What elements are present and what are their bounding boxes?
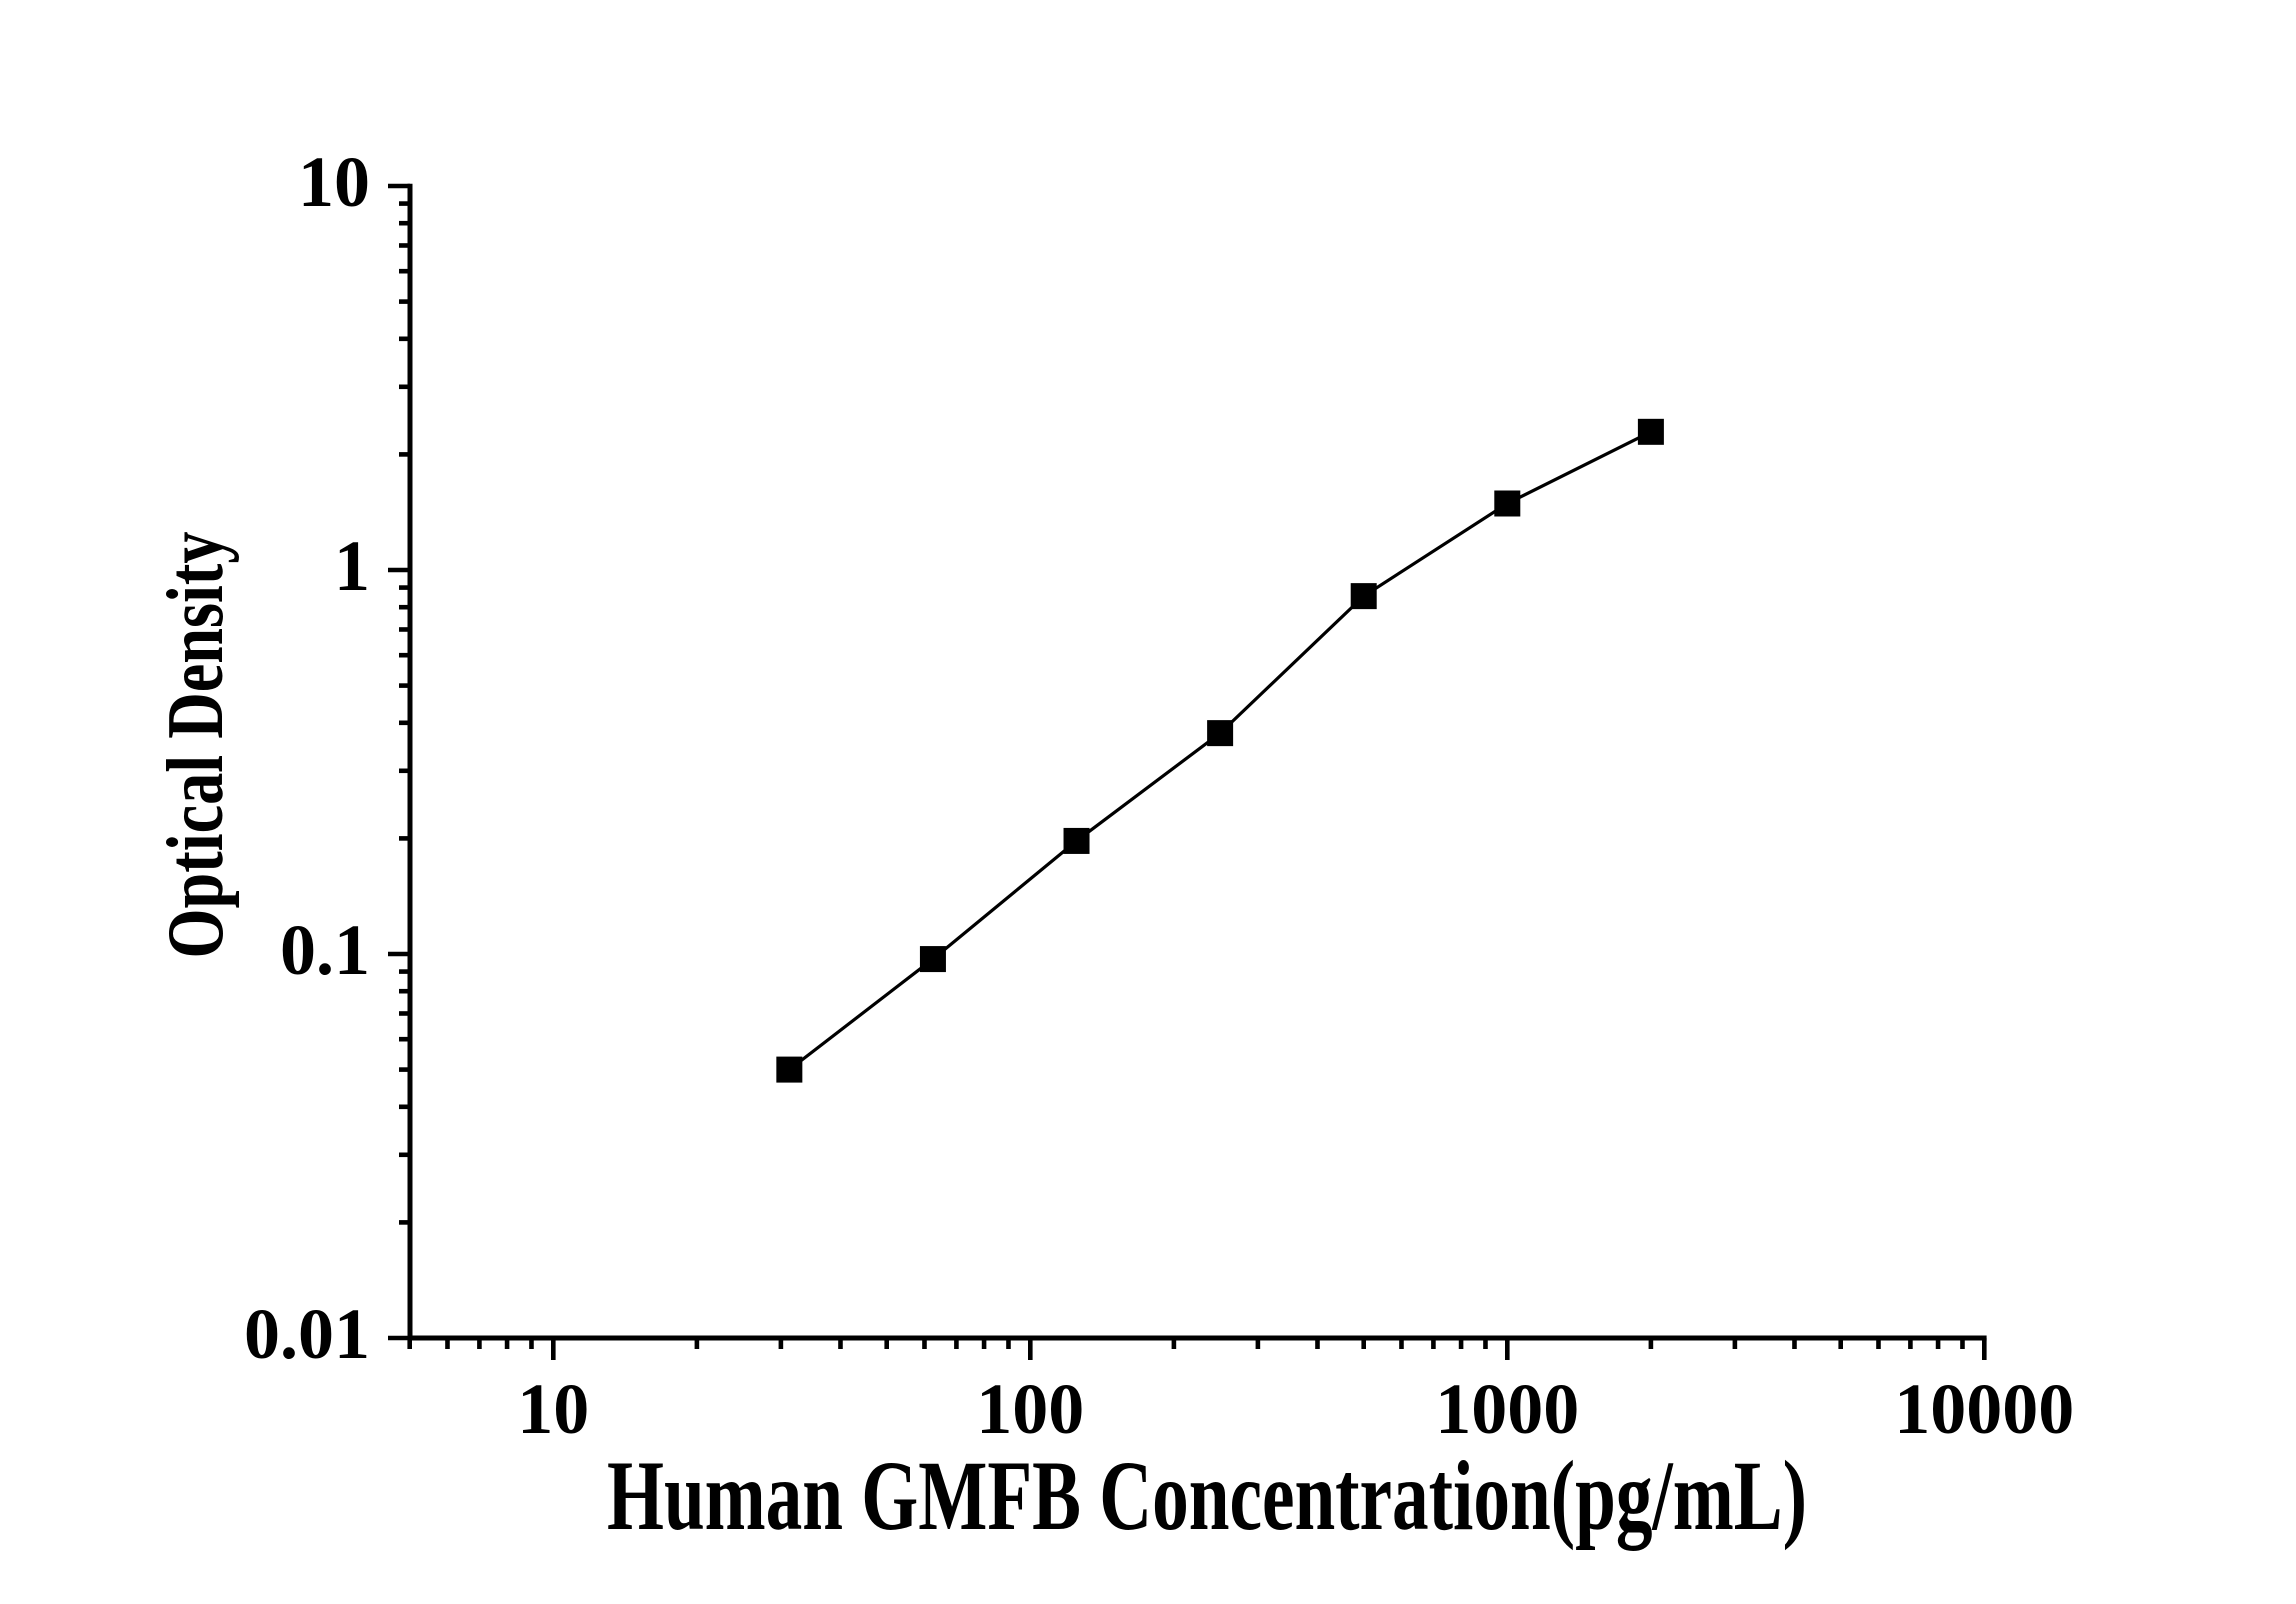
data-point-marker [1494, 490, 1521, 517]
y-tick-label: 0.1 [280, 910, 370, 990]
plot-area: 10 100 1000 10000 10 1 0.1 0.01 [244, 142, 2074, 1449]
data-point-marker [1207, 720, 1234, 747]
y-axis-title: Optical Density [152, 532, 240, 959]
x-tick-label: 100 [976, 1369, 1084, 1449]
x-tick-label: 10000 [1894, 1369, 2074, 1449]
y-tick-label: 1 [334, 526, 370, 606]
x-tick-label: 10 [517, 1369, 589, 1449]
x-tick-label: 1000 [1435, 1369, 1579, 1449]
data-point-marker [1350, 583, 1377, 610]
y-tick-label: 10 [298, 142, 370, 222]
y-tick-label: 0.01 [244, 1294, 370, 1374]
series-line [788, 430, 1652, 1071]
data-point-marker [776, 1056, 803, 1083]
data-point-marker [1637, 418, 1664, 445]
data-point-marker [1063, 827, 1090, 854]
data-point-marker [919, 946, 946, 973]
x-axis-title: Human GMFB Concentration(pg/mL) [607, 1440, 1807, 1551]
